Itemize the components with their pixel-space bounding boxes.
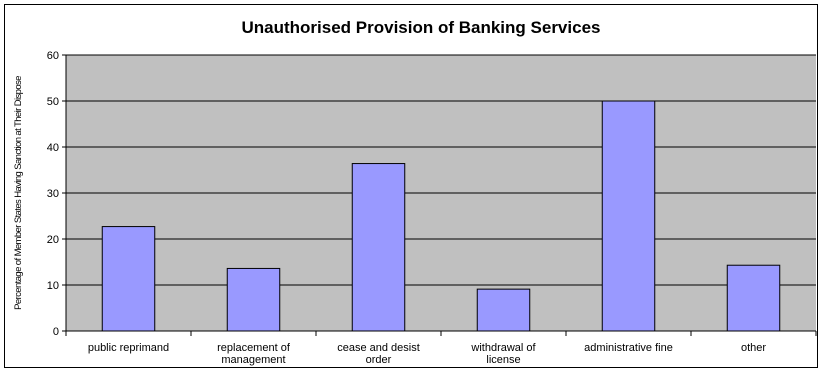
bar: [726, 264, 781, 332]
y-tick-label: 60: [47, 50, 59, 62]
y-tick-label: 0: [53, 326, 59, 338]
x-tick-label-line: withdrawal of: [470, 342, 536, 354]
plot-area: 0 10 20 30 40 50 60 public reprimand replacement…: [47, 50, 817, 366]
x-tick-label: other: [741, 342, 766, 354]
y-tick-label: 20: [47, 234, 59, 246]
y-axis-label: Percentage of Member States Having Sanct…: [13, 76, 24, 310]
x-tick-label-line: cease and desist: [337, 342, 420, 354]
bar: [226, 267, 281, 332]
x-tick-label: withdrawal of license: [470, 342, 536, 366]
y-tick-label: 50: [47, 96, 59, 108]
bar: [601, 100, 656, 332]
x-tick-label-line: other: [741, 342, 766, 354]
x-tick-label-line: public reprimand: [88, 342, 169, 354]
x-tick-label-line: replacement of: [217, 342, 291, 354]
y-tick-label: 40: [47, 142, 59, 154]
x-tick-label: replacement of management: [217, 342, 291, 366]
x-tick-label-line: management: [221, 354, 285, 366]
y-tick-label: 10: [47, 280, 59, 292]
x-tick-label: public reprimand: [88, 342, 169, 354]
y-tick-label: 30: [47, 188, 59, 200]
bar: [351, 163, 406, 332]
x-tick-label: cease and desist order: [337, 342, 420, 366]
chart-title: Unauthorised Provision of Banking Servic…: [242, 18, 601, 37]
x-tick-label: administrative fine: [584, 342, 673, 354]
x-tick-label-line: license: [486, 354, 520, 366]
x-tick-label-line: administrative fine: [584, 342, 673, 354]
x-tick-label-line: order: [366, 354, 392, 366]
bar: [101, 226, 156, 332]
bar: [476, 288, 531, 332]
